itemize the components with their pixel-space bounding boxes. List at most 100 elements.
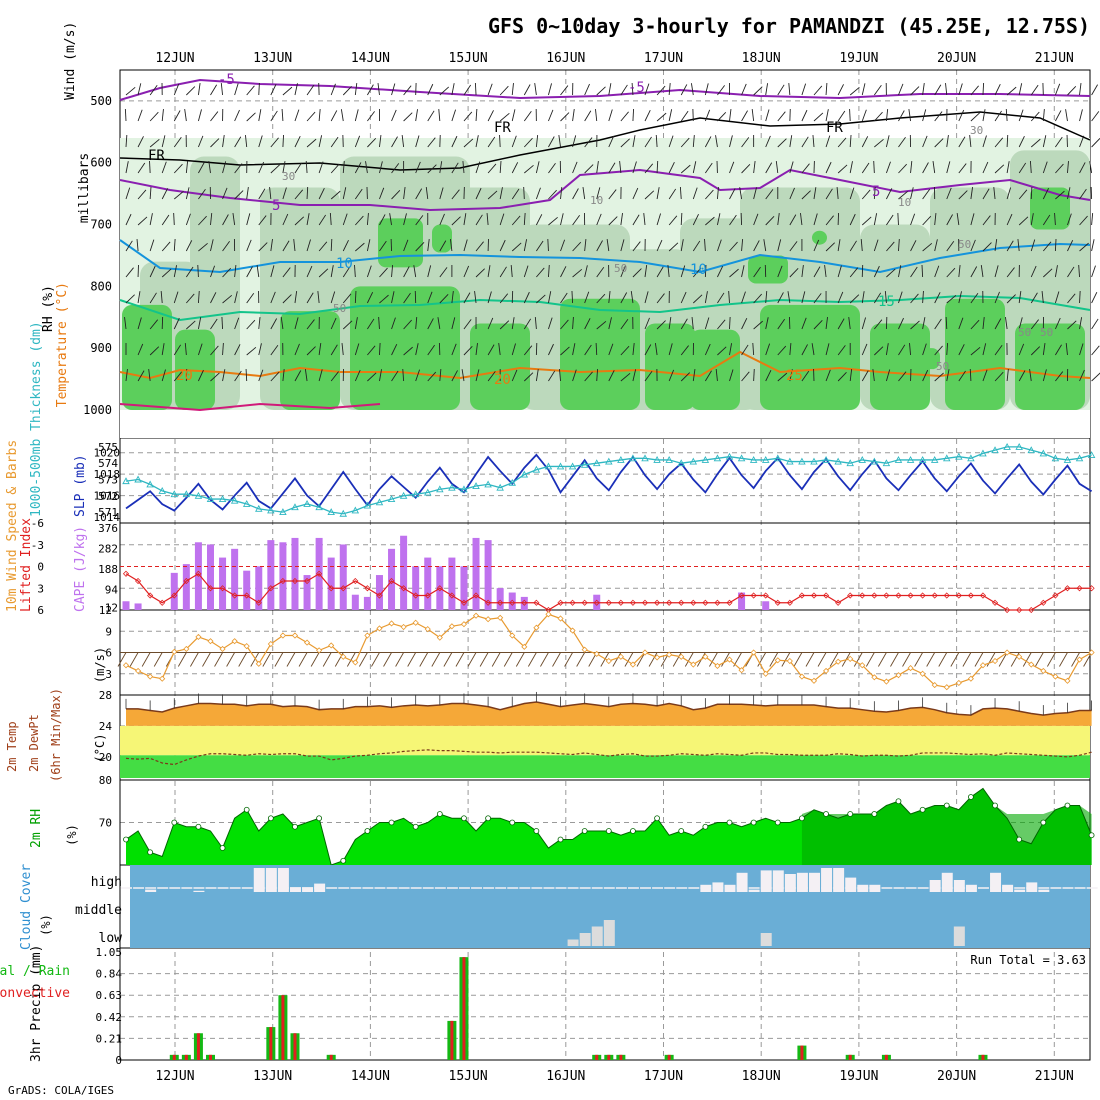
wind-barb <box>523 186 525 200</box>
temp-contour-label: 15 <box>878 294 895 310</box>
wind-barb <box>137 136 144 148</box>
wind-barb <box>813 187 817 200</box>
cape-bar <box>472 537 480 610</box>
cape-bar <box>388 548 396 610</box>
precip-y-tick: 0 <box>115 1054 122 1067</box>
cape-bar <box>243 570 251 610</box>
wind-barb <box>741 164 751 174</box>
wind-barb <box>572 241 582 252</box>
cloud-high-bar <box>784 874 796 892</box>
rh-layer-90 <box>560 298 640 410</box>
wind-barb <box>379 214 386 226</box>
lifted-point <box>1028 606 1035 614</box>
wind-barb <box>294 136 301 148</box>
wind-barb <box>198 189 206 200</box>
wind-barb <box>656 112 667 122</box>
wind-barb <box>668 135 674 148</box>
thickness-point <box>617 455 625 463</box>
wind-point <box>798 673 805 680</box>
surface-barb <box>805 652 815 667</box>
cloud-high-bar <box>736 872 748 892</box>
surface-barb <box>129 652 139 667</box>
wind-barb <box>378 316 380 330</box>
wind-barb <box>246 213 251 226</box>
wind-barb <box>596 86 606 96</box>
wind-barb <box>765 83 769 96</box>
precip-y-tick: 0.21 <box>96 1032 123 1045</box>
wind-barb <box>499 160 502 174</box>
wind-barb <box>246 239 252 252</box>
surface-barb <box>950 652 960 667</box>
wind-barb <box>1018 343 1025 356</box>
thickness-point <box>556 462 565 470</box>
wind-barb <box>124 108 127 122</box>
cloud-high-bar <box>1014 889 1026 892</box>
wind-barb <box>282 187 287 200</box>
wind-barb <box>787 291 791 304</box>
wind-barb <box>572 109 575 122</box>
wind-barb <box>524 164 534 174</box>
wind-barb <box>922 135 928 148</box>
wind-barb <box>886 188 893 200</box>
wind-y-tick: 3 <box>105 668 112 681</box>
wind-barb <box>692 161 697 174</box>
wind-barb <box>980 265 984 278</box>
wind-barb <box>849 86 860 96</box>
wind-barb <box>499 293 509 304</box>
wind-barb <box>837 291 844 304</box>
wind-barb <box>922 290 924 304</box>
wind-barb <box>994 137 1004 148</box>
wind-point <box>1064 677 1071 684</box>
rh2m-point <box>195 823 202 830</box>
wind-barb <box>391 291 395 304</box>
lifted-point <box>593 599 600 606</box>
wind-barb <box>704 83 709 96</box>
ua-ylabel-wind: Wind (m/s) <box>63 22 78 100</box>
wind-barb <box>306 213 310 226</box>
wind-barb <box>837 137 847 148</box>
thickness-ylabel: 1000-500mb Thickness (dm) <box>29 321 44 517</box>
wind-barb <box>1091 265 1096 278</box>
wind-barb <box>934 372 944 382</box>
wind-barb <box>173 137 182 148</box>
wind-barb <box>1006 294 1016 304</box>
wind-barb <box>403 213 407 226</box>
thickness-point <box>242 500 251 507</box>
cape-bar <box>327 557 335 610</box>
ua-y-tick: 700 <box>90 218 112 232</box>
wind-barb <box>306 186 309 200</box>
wind-barb <box>125 294 135 304</box>
wind-barb <box>511 109 516 122</box>
wind-barb <box>173 163 183 174</box>
wind-point <box>171 648 178 655</box>
wind-barb <box>391 83 396 96</box>
wind-barb <box>161 214 170 226</box>
wind-barb <box>741 265 745 278</box>
wind-point <box>955 679 962 687</box>
wind-yunit: (m/s) <box>93 647 107 683</box>
slp-series-line <box>125 453 1093 512</box>
wind-barb <box>969 368 972 382</box>
wind-barb <box>620 345 630 356</box>
thickness-point <box>882 459 891 467</box>
thickness-point <box>218 495 227 503</box>
wind-barb <box>958 291 962 304</box>
wind-barb <box>970 266 978 278</box>
wind-barb <box>1030 84 1039 96</box>
precip-ylabel: 3hr Precip (mm) <box>29 945 44 1062</box>
lifted-point <box>497 599 504 606</box>
wind-barb <box>149 138 160 148</box>
surface-barb <box>986 652 996 667</box>
wind-barb <box>680 345 689 356</box>
rh2m-point <box>654 815 660 822</box>
wind-barb <box>548 317 553 330</box>
wind-barb <box>813 266 821 278</box>
wind-barb <box>813 213 818 226</box>
rh-layer-90 <box>350 286 460 410</box>
wind-barb <box>753 320 763 330</box>
top-date-label: 13JUN <box>253 51 292 66</box>
wind-point <box>1052 673 1059 680</box>
rh-contour-label: 50 <box>614 262 627 275</box>
thickness-point <box>1015 442 1023 450</box>
wind-barb <box>765 317 769 330</box>
